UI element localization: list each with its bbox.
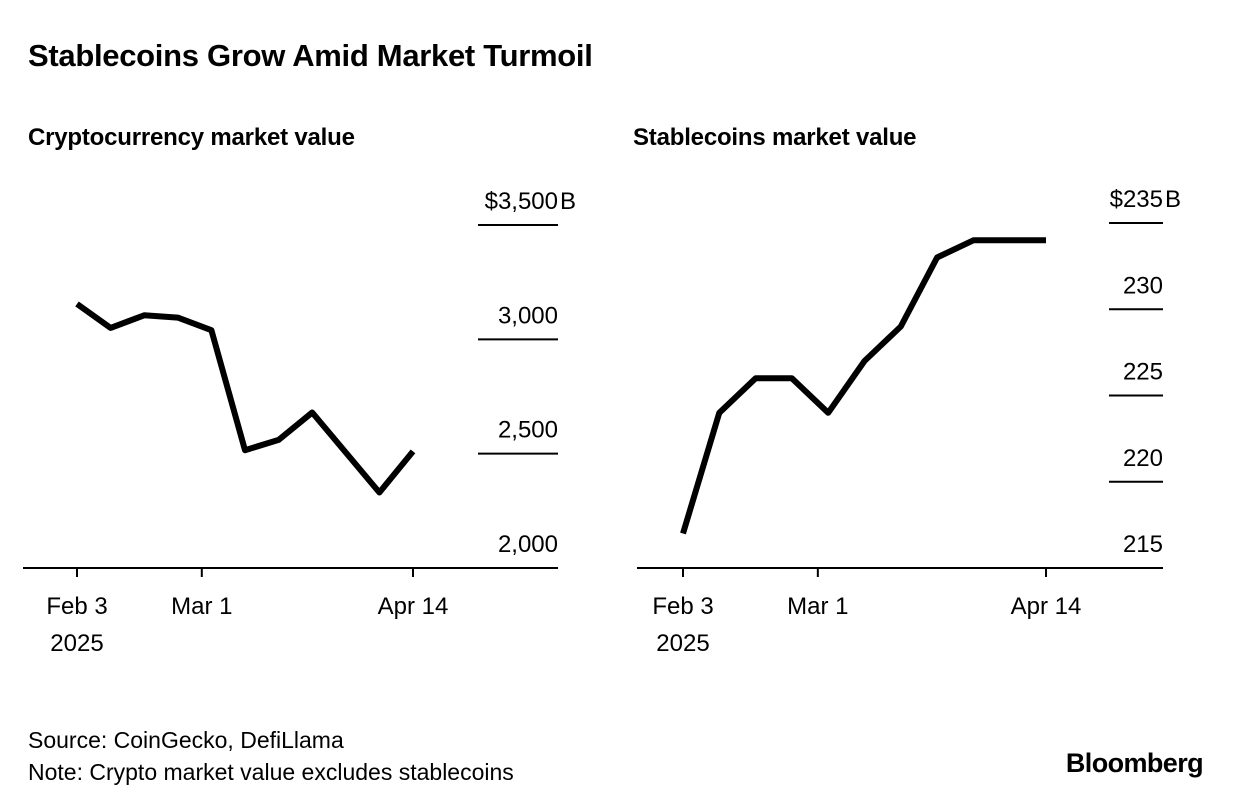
stablecoin-y-tick-label: 230 [1123,272,1163,299]
note-line: Note: Crypto market value excludes stabl… [28,759,514,785]
crypto-x-tick-label: Mar 1 [171,593,232,620]
stablecoin-x-tick-label: Mar 1 [787,593,848,620]
stablecoin-data-line [680,237,1046,535]
crypto-x-tick-label: Apr 14 [378,593,449,620]
crypto-chart-subtitle: Cryptocurrency market value [28,124,355,151]
stablecoin-x-tick-label: Feb 3 [652,593,713,620]
stablecoin-x-tick-sublabel: 2025 [656,630,709,657]
crypto-y-tick-suffix: B [560,188,576,215]
stablecoin-y-tick-label: 225 [1123,359,1163,386]
footer-notes: Source: CoinGecko, DefiLlama Note: Crypt… [28,724,514,788]
source-line: Source: CoinGecko, DefiLlama [28,727,344,753]
crypto-y-tick-label: 2,000 [498,531,558,558]
stablecoin-y-tick-label: 215 [1123,531,1163,558]
figure-title: Stablecoins Grow Amid Market Turmoil [28,38,593,73]
crypto-x-tick-label: Feb 3 [46,593,107,620]
stablecoin-chart-subtitle: Stablecoins market value [633,124,917,151]
crypto-data-line [75,301,416,496]
crypto-x-tick-sublabel: 2025 [50,630,103,657]
stablecoin-y-tick-label: $235 [1110,186,1163,213]
crypto-y-tick-label: 2,500 [498,417,558,444]
stablecoin-y-tick-label: 220 [1123,445,1163,472]
bloomberg-logo: Bloomberg [1065,748,1204,778]
stablecoin-y-tick-suffix: B [1165,186,1181,213]
stablecoin-x-tick-label: Apr 14 [1011,593,1082,620]
crypto-y-tick-label: 3,000 [498,302,558,329]
crypto-y-tick-label: $3,500 [485,188,558,215]
